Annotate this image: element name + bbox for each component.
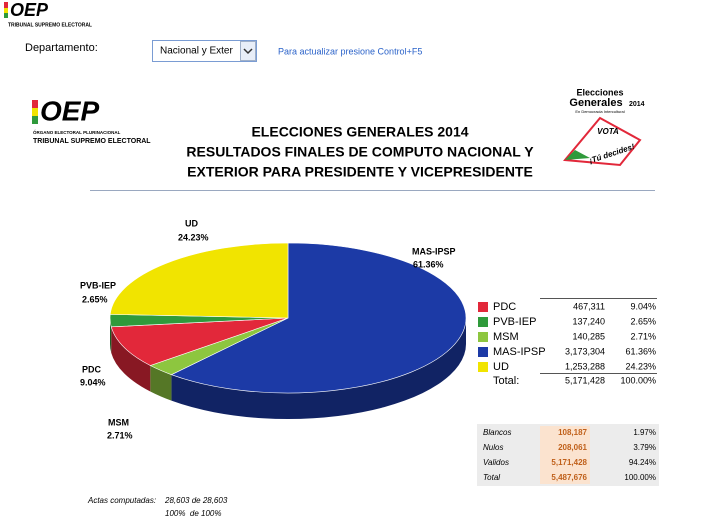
party-name: MAS-IPSP xyxy=(493,346,546,358)
logo-line1: ÓRGANO ELECTORAL PLURINACIONAL xyxy=(33,128,121,135)
votes: 3,173,304 xyxy=(565,346,605,356)
select-arrow[interactable] xyxy=(240,41,256,61)
results-table: PDC 467,311 9.04% PVB-IEP 137,240 2.65% MSM 140… xyxy=(478,301,656,387)
flag xyxy=(4,13,8,18)
actas-percent: 100% de 100% xyxy=(165,509,222,518)
summary-label: Nulos xyxy=(483,443,503,452)
summary-votes: 108,187 xyxy=(558,428,587,437)
slice-name: PDC xyxy=(82,364,102,374)
total-percent: 100.00% xyxy=(620,375,656,385)
votes: 137,240 xyxy=(572,316,605,326)
actas-label: Actas computadas: xyxy=(87,496,156,505)
total-label: Total: xyxy=(493,375,519,387)
percent: 24.23% xyxy=(625,361,656,371)
top-logo-acronym: OEP xyxy=(10,0,49,20)
summary-percent: 1.97% xyxy=(633,428,656,437)
refresh-hint: Para actualizar presione Control+F5 xyxy=(278,46,422,56)
slice xyxy=(170,242,467,394)
summary-label: Validos xyxy=(483,458,509,467)
select[interactable] xyxy=(152,40,257,62)
votes: 1,253,288 xyxy=(565,361,605,371)
summary-percent: 100.00% xyxy=(624,473,656,482)
elogo-2: Generales xyxy=(569,97,622,109)
top-logo-text: TRIBUNAL SUPREMO ELECTORAL xyxy=(8,22,92,28)
ballot-box xyxy=(563,116,642,167)
summary-percent: 3.79% xyxy=(633,443,656,452)
slice-label: 9.04% xyxy=(80,377,106,387)
flag xyxy=(32,116,38,124)
flag xyxy=(4,8,8,13)
slice-side xyxy=(111,326,151,392)
legend-swatch xyxy=(478,317,488,327)
ballot-deco xyxy=(565,150,590,160)
party-name: UD xyxy=(493,361,509,373)
percent: 9.04% xyxy=(630,301,656,311)
legend-swatch xyxy=(478,347,488,357)
elogo-year: 2014 xyxy=(629,101,645,108)
slice-name: UD xyxy=(185,218,198,228)
slice-side xyxy=(171,318,467,419)
slice-label: 2.71% xyxy=(107,430,133,440)
summary-votes: 208,061 xyxy=(558,443,587,452)
summary-label: Blancos xyxy=(483,428,511,437)
percent: 2.71% xyxy=(630,331,656,341)
party-name: MSM xyxy=(493,331,519,343)
arrow-icon xyxy=(243,48,253,55)
logo-line2: TRIBUNAL SUPREMO ELECTORAL xyxy=(33,138,151,145)
elogo-1: Elecciones xyxy=(576,87,623,97)
pie: MAS-IPSP 61.36% MSM 2.71% PDC 9.04% PVB-IEP 2.6… xyxy=(80,218,467,440)
title-line: RESULTADOS FINALES DE COMPUTO NACIONAL Y xyxy=(186,144,534,160)
slice-name: MSM xyxy=(108,417,129,427)
slice-name: PVB-IEP xyxy=(80,280,116,290)
logo-acronym: OEP xyxy=(40,95,99,126)
percent: 61.36% xyxy=(625,346,656,356)
party-name: PDC xyxy=(493,301,516,313)
slice xyxy=(110,317,289,366)
dept-label: Departamento: xyxy=(25,42,98,54)
title-line: ELECCIONES GENERALES 2014 xyxy=(251,124,468,140)
flag xyxy=(32,108,38,116)
title-line: EXTERIOR PARA PRESIDENTE Y VICEPRESIDENT… xyxy=(187,164,533,180)
slice-side xyxy=(150,365,172,401)
votes: 140,285 xyxy=(572,331,605,341)
actas-count: 28,603 de 28,603 xyxy=(164,496,228,505)
slice xyxy=(109,242,289,319)
elogo-vote: VOTA xyxy=(597,127,619,136)
slice-label: 2.65% xyxy=(82,294,108,304)
elogo-tag: En Democracia Intercultural xyxy=(575,109,624,114)
legend-swatch xyxy=(478,302,488,312)
slice-label: 61.36% xyxy=(413,259,444,269)
legend-swatch xyxy=(478,332,488,342)
votes: 467,311 xyxy=(573,301,605,311)
slice-label: 24.23% xyxy=(178,232,209,242)
summary-table: Blancos 108,187 1.97% Nulos 208,061 3.79% Vali… xyxy=(483,428,656,482)
party-name: PVB-IEP xyxy=(493,316,536,328)
summary-label: Total xyxy=(483,473,500,482)
summary-votes: 5,487,676 xyxy=(551,473,587,482)
summary-percent: 94.24% xyxy=(629,458,656,467)
total-votes: 5,171,428 xyxy=(565,375,605,385)
select-value: Nacional y Exter xyxy=(160,46,233,57)
percent: 2.65% xyxy=(630,316,656,326)
legend-swatch xyxy=(478,362,488,372)
summary-highlight xyxy=(540,426,590,484)
summary-votes: 5,171,428 xyxy=(551,458,587,467)
slice-name: MAS-IPSP xyxy=(412,246,456,256)
